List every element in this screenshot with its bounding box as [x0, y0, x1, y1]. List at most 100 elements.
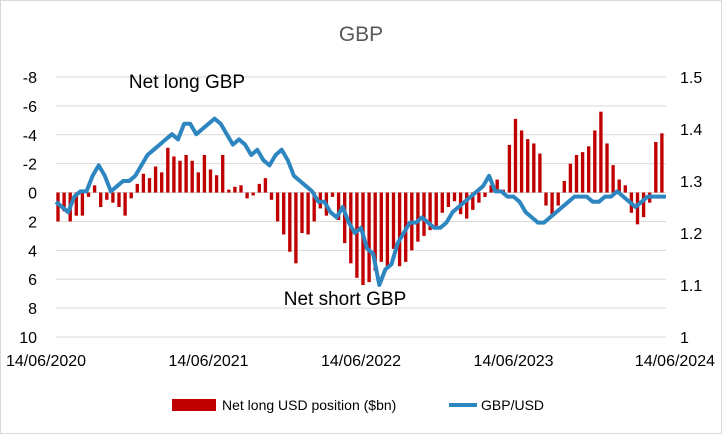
legend: Net long USD position ($bn) GBP/USD	[172, 397, 544, 413]
bar	[184, 155, 188, 193]
bar	[257, 183, 261, 193]
bar	[611, 165, 615, 193]
bar	[556, 192, 560, 206]
bar	[135, 183, 139, 193]
bar	[263, 178, 268, 193]
bar	[275, 192, 280, 222]
bar	[587, 146, 591, 193]
legend-line-label: GBP/USD	[481, 397, 544, 413]
bar	[147, 178, 152, 193]
bar	[196, 172, 200, 193]
y-left-tick-0: -8	[23, 70, 37, 87]
bar	[526, 139, 530, 193]
bar	[221, 155, 225, 193]
bar	[80, 192, 85, 216]
bar	[660, 133, 664, 193]
bar	[519, 130, 524, 193]
right-axis-ticks: 1.5 1.4 1.3 1.2 1.1 1	[680, 70, 702, 347]
chart-title: GBP	[339, 23, 383, 46]
y-right-tick-4: 1.1	[680, 278, 702, 295]
bar	[367, 192, 371, 283]
bar	[495, 179, 499, 193]
bar	[62, 192, 66, 212]
bar	[471, 192, 475, 210]
bar	[385, 192, 390, 267]
bar	[294, 192, 298, 264]
bar	[56, 192, 60, 222]
bar	[544, 192, 548, 206]
bar	[208, 169, 213, 193]
bar	[477, 192, 481, 203]
bar	[105, 192, 109, 200]
y-left-tick-8: 8	[28, 301, 37, 318]
y-left-tick-7: 6	[28, 272, 37, 289]
legend-bar-swatch	[172, 399, 216, 411]
bar	[343, 192, 347, 244]
bar	[562, 181, 566, 193]
bar	[550, 192, 554, 216]
bar	[300, 192, 304, 233]
bar	[123, 192, 127, 216]
bar	[245, 192, 249, 199]
bar	[599, 111, 603, 193]
bar	[172, 156, 176, 193]
y-left-tick-3: -2	[23, 157, 37, 174]
bar	[227, 189, 231, 193]
bar	[391, 192, 396, 249]
y-left-tick-6: 4	[28, 243, 37, 260]
bar	[593, 130, 597, 193]
bar	[153, 166, 158, 193]
bar	[117, 192, 121, 207]
bar	[507, 144, 512, 193]
x-axis-ticks: 14/06/2020 14/06/2021 14/06/2022 14/06/2023…	[6, 353, 715, 370]
bar	[288, 192, 292, 252]
y-left-tick-4: 0	[28, 186, 37, 203]
annotation-net-long: Net long GBP	[129, 72, 245, 93]
bar	[654, 142, 658, 193]
bar	[336, 192, 341, 220]
gridlines	[56, 76, 666, 338]
bar	[428, 192, 432, 231]
bar	[251, 192, 255, 196]
bar	[434, 192, 438, 226]
bar	[214, 175, 219, 193]
y-right-tick-1: 1.4	[680, 122, 702, 139]
bar	[574, 155, 579, 193]
bar	[74, 192, 78, 216]
left-axis-ticks: -8 -6 -4 -2 0 2 4 6 8 10	[19, 70, 37, 347]
x-tick-3: 14/06/2023	[473, 353, 553, 370]
y-right-tick-0: 1.5	[680, 70, 702, 87]
bar	[129, 192, 133, 199]
bar	[532, 143, 536, 193]
bar	[465, 192, 469, 219]
bar	[635, 192, 640, 225]
x-tick-4: 14/06/2024	[635, 353, 715, 370]
bar	[330, 192, 335, 197]
bar	[641, 192, 646, 218]
bar	[190, 160, 194, 193]
bar	[92, 185, 97, 193]
bar	[422, 192, 426, 236]
bar	[373, 192, 377, 271]
bar	[355, 192, 359, 278]
bar	[166, 147, 170, 193]
bar	[416, 192, 420, 242]
y-left-tick-2: -4	[23, 128, 37, 145]
bar	[538, 153, 542, 193]
bar	[233, 186, 237, 193]
bar	[452, 192, 457, 202]
bar	[178, 160, 182, 193]
y-right-tick-5: 1	[680, 330, 689, 347]
legend-bar-label: Net long USD position ($bn)	[222, 397, 396, 413]
bar	[623, 185, 627, 193]
bar	[489, 185, 493, 193]
bar	[141, 173, 146, 193]
bar	[160, 172, 164, 193]
bar	[397, 192, 402, 267]
bar	[202, 155, 207, 193]
bar	[605, 143, 609, 193]
bar	[99, 192, 103, 207]
bar	[282, 192, 286, 235]
